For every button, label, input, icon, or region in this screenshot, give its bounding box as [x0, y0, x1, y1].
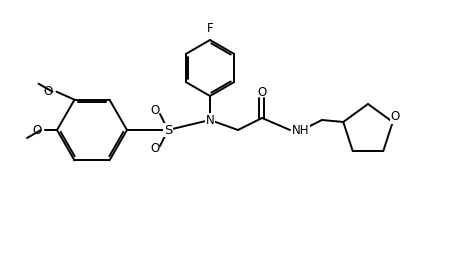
Text: O: O	[32, 123, 41, 136]
Text: O: O	[389, 110, 399, 123]
Text: N: N	[205, 113, 214, 126]
Text: O: O	[150, 105, 159, 118]
Text: O: O	[257, 86, 266, 100]
Text: O: O	[150, 143, 159, 155]
Text: S: S	[163, 123, 172, 136]
Text: O: O	[44, 85, 53, 98]
Text: F: F	[206, 22, 213, 35]
Text: NH: NH	[291, 123, 309, 136]
